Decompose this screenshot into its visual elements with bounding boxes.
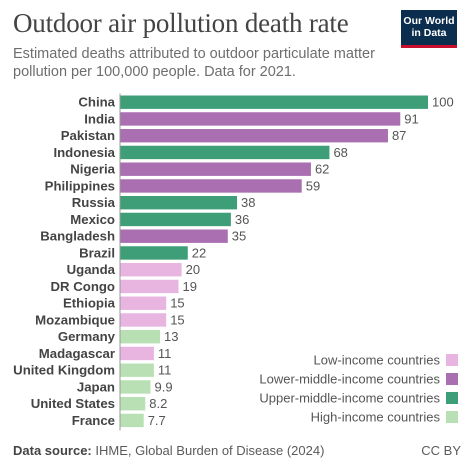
value-label-china: 100	[432, 95, 454, 110]
value-label-france: 7.7	[148, 413, 166, 428]
value-label-ethiopia: 15	[170, 296, 184, 311]
value-label-indonesia: 68	[333, 145, 347, 160]
bar-china[interactable]	[120, 95, 428, 109]
bar-united-kingdom[interactable]	[120, 363, 154, 377]
value-label-japan: 9.9	[154, 379, 172, 394]
chart-subtitle: Estimated deaths attributed to outdoor p…	[13, 46, 375, 80]
category-label-indonesia: Indonesia	[53, 145, 115, 160]
bar-russia[interactable]	[120, 196, 238, 210]
value-label-uganda: 20	[186, 262, 200, 277]
legend-swatch-lower-middle-income-countries[interactable]	[446, 373, 458, 385]
source-label: Data source:	[13, 443, 92, 458]
category-label-pakistan: Pakistan	[61, 128, 115, 143]
bar-philippines[interactable]	[120, 179, 302, 193]
footer: Data source: IHME, Global Burden of Dise…	[13, 443, 461, 458]
bar-united-states[interactable]	[120, 397, 146, 411]
legend-label-upper-middle-income-countries[interactable]: Upper-middle-income countries	[259, 391, 440, 406]
bar-germany[interactable]	[120, 330, 161, 344]
category-label-mexico: Mexico	[70, 212, 115, 227]
category-label-ethiopia: Ethiopia	[63, 296, 116, 311]
category-label-mozambique: Mozambique	[35, 312, 115, 327]
bar-india[interactable]	[120, 112, 401, 126]
bar-ethiopia[interactable]	[120, 296, 167, 310]
license-link[interactable]: CC BY	[421, 443, 461, 458]
chart-title: Outdoor air pollution death rate	[13, 8, 349, 38]
value-label-brazil: 22	[192, 245, 206, 260]
bar-france[interactable]	[120, 413, 144, 428]
bar-nigeria[interactable]	[120, 162, 311, 176]
category-label-germany: Germany	[58, 329, 116, 344]
category-label-france: France	[72, 413, 115, 428]
legend-label-low-income-countries[interactable]: Low-income countries	[314, 353, 441, 368]
category-label-uganda: Uganda	[67, 262, 116, 277]
category-label-russia: Russia	[72, 195, 116, 210]
value-label-mexico: 36	[235, 212, 249, 227]
value-label-dr-congo: 19	[183, 279, 197, 294]
legend-swatch-upper-middle-income-countries[interactable]	[446, 392, 458, 404]
value-label-bangladesh: 35	[232, 229, 246, 244]
bar-pakistan[interactable]	[120, 129, 388, 143]
value-label-russia: 38	[241, 195, 255, 210]
category-label-philippines: Philippines	[45, 178, 115, 193]
value-label-pakistan: 87	[392, 128, 406, 143]
bar-mozambique[interactable]	[120, 313, 167, 327]
value-label-nigeria: 62	[315, 162, 329, 177]
category-label-japan: Japan	[77, 379, 115, 394]
value-label-germany: 13	[164, 329, 178, 344]
legend-label-lower-middle-income-countries[interactable]: Lower-middle-income countries	[259, 372, 440, 387]
value-label-united-states: 8.2	[149, 396, 167, 411]
bar-madagascar[interactable]	[120, 346, 154, 361]
category-label-united-states: United States	[31, 396, 115, 411]
value-label-madagascar: 11	[158, 346, 172, 361]
category-label-nigeria: Nigeria	[70, 162, 115, 177]
legend-swatch-high-income-countries[interactable]	[446, 411, 458, 423]
bar-brazil[interactable]	[120, 246, 188, 260]
category-label-bangladesh: Bangladesh	[40, 229, 115, 244]
bar-dr-congo[interactable]	[120, 279, 179, 294]
bar-japan[interactable]	[120, 380, 151, 394]
category-label-china: China	[78, 95, 115, 110]
value-label-philippines: 59	[306, 178, 320, 193]
bar-indonesia[interactable]	[120, 145, 330, 160]
category-label-brazil: Brazil	[79, 245, 115, 260]
value-label-india: 91	[404, 111, 418, 126]
value-label-mozambique: 15	[170, 312, 184, 327]
logo-line-1: Our World	[403, 15, 455, 27]
our-world-in-data-logo[interactable]: Our World in Data	[401, 10, 457, 48]
bar-bangladesh[interactable]	[120, 229, 228, 243]
logo-line-2: in Data	[411, 27, 447, 39]
bar-mexico[interactable]	[120, 212, 231, 227]
legend-swatch-low-income-countries[interactable]	[446, 354, 458, 366]
value-label-united-kingdom: 11	[158, 363, 172, 378]
category-label-dr-congo: DR Congo	[51, 279, 115, 294]
category-label-madagascar: Madagascar	[39, 346, 115, 361]
category-label-united-kingdom: United Kingdom	[13, 363, 115, 378]
legend-label-high-income-countries[interactable]: High-income countries	[311, 410, 441, 425]
source-text[interactable]: IHME, Global Burden of Disease (2024)	[95, 443, 325, 458]
logo-accent-bar	[401, 45, 457, 48]
bar-uganda[interactable]	[120, 263, 182, 277]
category-label-india: India	[84, 111, 115, 126]
